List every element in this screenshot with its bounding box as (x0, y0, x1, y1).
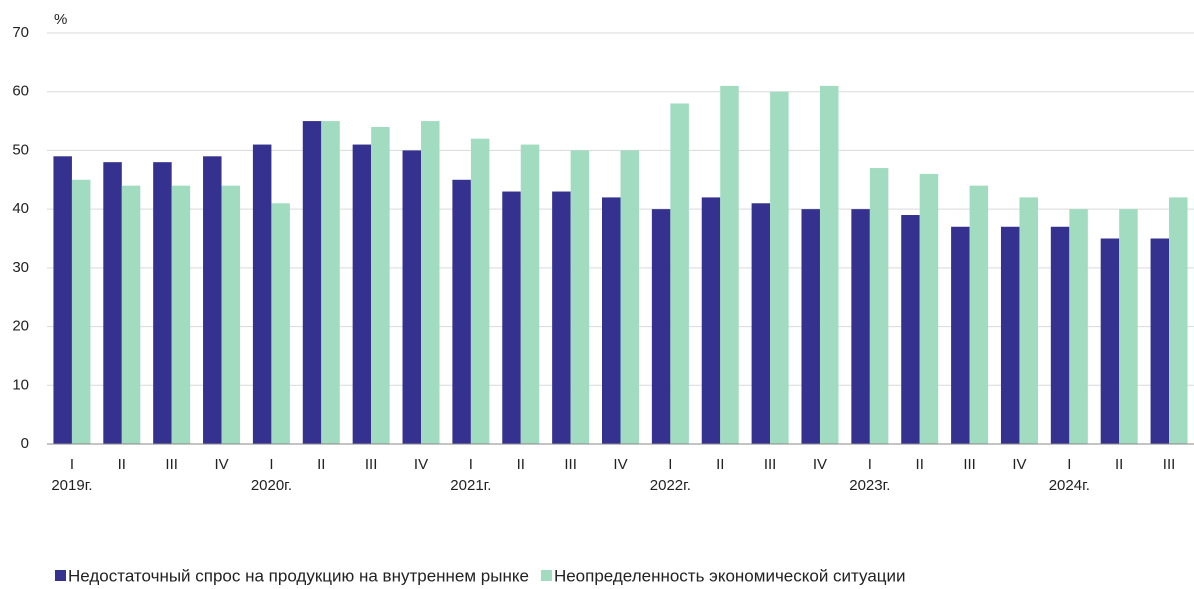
x-tick-label: III (963, 456, 976, 473)
bar (1119, 209, 1138, 444)
bar (1150, 238, 1170, 444)
x-tick-label: III (764, 456, 777, 473)
bar (1050, 226, 1070, 444)
legend-label: Неопределенность экономической ситуации (554, 566, 906, 585)
bar (321, 121, 340, 445)
bar (701, 197, 721, 444)
bar (1069, 209, 1088, 444)
x-tick-label: III (1163, 456, 1176, 473)
year-label: 2024г. (1049, 477, 1090, 494)
year-label: 2022г. (650, 477, 691, 494)
bar (1100, 238, 1120, 444)
bar (951, 226, 970, 444)
x-tick-label: I (469, 456, 473, 473)
x-tick-label: III (365, 456, 378, 473)
bar (751, 203, 771, 444)
y-tick-label: 30 (12, 259, 29, 276)
bar (221, 185, 241, 444)
bar (271, 203, 290, 444)
x-tick-label: IV (414, 456, 428, 473)
x-tick-label: I (668, 456, 672, 473)
x-tick-label: II (716, 456, 724, 473)
bar (402, 150, 422, 444)
bar (121, 185, 141, 444)
bar (801, 209, 820, 444)
bar (153, 162, 172, 444)
bar (352, 144, 372, 445)
bar (969, 185, 989, 444)
y-tick-label: 10 (12, 376, 29, 393)
x-tick-label: III (165, 456, 178, 473)
bar (1019, 197, 1038, 444)
x-tick-label: I (70, 456, 74, 473)
bar (171, 185, 191, 444)
year-label: 2021г. (450, 477, 491, 494)
year-label: 2019г. (51, 477, 92, 494)
bar (770, 91, 789, 444)
x-tick-label: II (916, 456, 924, 473)
bar (1169, 197, 1188, 444)
y-tick-label: 40 (12, 200, 29, 217)
bar (720, 85, 739, 444)
legend-label: Недостаточный спрос на продукцию на внут… (68, 566, 529, 585)
y-tick-label: 70 (12, 24, 29, 41)
bar (670, 103, 689, 444)
bar (103, 162, 122, 444)
y-tick-label: 60 (12, 83, 29, 100)
bar (651, 209, 671, 444)
bar (620, 150, 639, 444)
x-tick-label: II (317, 456, 325, 473)
x-tick-label: III (564, 456, 577, 473)
x-tick-label: II (1115, 456, 1123, 473)
y-tick-label: 50 (12, 141, 29, 158)
y-tick-label: 20 (12, 318, 29, 335)
bar (502, 191, 521, 444)
y-tick-label: 0 (21, 435, 29, 452)
bar (851, 209, 870, 444)
bar (1000, 226, 1020, 444)
x-tick-label: IV (214, 456, 228, 473)
bar (520, 144, 540, 445)
x-tick-label: IV (813, 456, 827, 473)
bar (919, 173, 939, 444)
year-label: 2023г. (849, 477, 890, 494)
bar (203, 156, 222, 445)
bar (869, 168, 889, 445)
bar (421, 121, 440, 445)
bar (470, 138, 490, 444)
x-tick-label: IV (613, 456, 627, 473)
y-axis-label: % (54, 11, 67, 28)
bar (819, 85, 839, 444)
legend-swatch (540, 570, 552, 581)
year-label: 2020г. (251, 477, 292, 494)
x-tick-label: II (517, 456, 525, 473)
bar (71, 179, 91, 445)
bar (552, 191, 571, 444)
bar (371, 126, 390, 444)
bar (252, 144, 272, 445)
bar (570, 150, 590, 444)
x-tick-label: I (269, 456, 273, 473)
bar (53, 156, 72, 445)
x-tick-label: I (868, 456, 872, 473)
x-tick-label: I (1067, 456, 1071, 473)
bar (901, 215, 920, 444)
x-tick-label: II (118, 456, 126, 473)
x-tick-label: IV (1012, 456, 1026, 473)
legend-swatch (55, 570, 66, 581)
bar (302, 121, 322, 445)
bar (452, 179, 471, 445)
bar (602, 197, 621, 444)
